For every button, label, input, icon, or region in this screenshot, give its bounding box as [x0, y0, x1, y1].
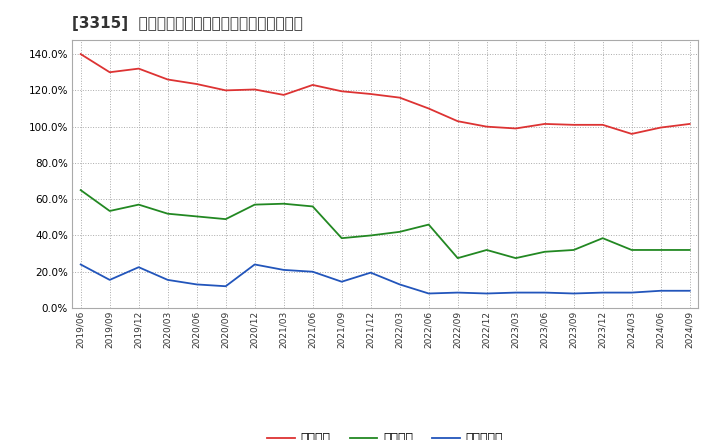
- 当座比率: [221, 216, 230, 222]
- 現預金比率: [366, 270, 375, 275]
- 現預金比率: [135, 264, 143, 270]
- 現預金比率: [338, 279, 346, 284]
- 流動比率: [454, 118, 462, 124]
- Line: 現預金比率: 現預金比率: [81, 264, 690, 293]
- 現預金比率: [657, 288, 665, 293]
- 当座比率: [308, 204, 317, 209]
- 当座比率: [627, 247, 636, 253]
- 現預金比率: [627, 290, 636, 295]
- 流動比率: [338, 88, 346, 94]
- 現預金比率: [251, 262, 259, 267]
- 現預金比率: [482, 291, 491, 296]
- 現預金比率: [192, 282, 201, 287]
- 現預金比率: [570, 291, 578, 296]
- 流動比率: [366, 92, 375, 97]
- 流動比率: [163, 77, 172, 82]
- Line: 当座比率: 当座比率: [81, 190, 690, 258]
- 当座比率: [105, 208, 114, 213]
- Text: [3315]  流動比率、当座比率、現預金比率の推移: [3315] 流動比率、当座比率、現預金比率の推移: [72, 16, 303, 32]
- 現預金比率: [76, 262, 85, 267]
- 流動比率: [192, 81, 201, 87]
- 当座比率: [163, 211, 172, 216]
- 現預金比率: [221, 284, 230, 289]
- 現預金比率: [279, 267, 288, 272]
- 当座比率: [279, 201, 288, 206]
- 流動比率: [627, 131, 636, 136]
- 流動比率: [105, 70, 114, 75]
- 当座比率: [366, 233, 375, 238]
- 現預金比率: [395, 282, 404, 287]
- 当座比率: [482, 247, 491, 253]
- 流動比率: [598, 122, 607, 128]
- Legend: 流動比率, 当座比率, 現預金比率: 流動比率, 当座比率, 現預金比率: [262, 427, 508, 440]
- 当座比率: [598, 235, 607, 241]
- 現預金比率: [163, 277, 172, 282]
- 流動比率: [657, 125, 665, 130]
- 当座比率: [424, 222, 433, 227]
- 当座比率: [135, 202, 143, 207]
- 当座比率: [570, 247, 578, 253]
- 当座比率: [541, 249, 549, 254]
- 流動比率: [424, 106, 433, 111]
- 流動比率: [541, 121, 549, 127]
- 流動比率: [135, 66, 143, 71]
- 流動比率: [221, 88, 230, 93]
- 現預金比率: [685, 288, 694, 293]
- 流動比率: [308, 82, 317, 88]
- 当座比率: [454, 256, 462, 261]
- 流動比率: [251, 87, 259, 92]
- 流動比率: [685, 121, 694, 127]
- 流動比率: [76, 51, 85, 57]
- 当座比率: [685, 247, 694, 253]
- 現預金比率: [424, 291, 433, 296]
- 現預金比率: [511, 290, 520, 295]
- 当座比率: [511, 256, 520, 261]
- 当座比率: [192, 214, 201, 219]
- 現預金比率: [598, 290, 607, 295]
- 流動比率: [395, 95, 404, 100]
- 現預金比率: [454, 290, 462, 295]
- 流動比率: [482, 124, 491, 129]
- 流動比率: [511, 126, 520, 131]
- 現預金比率: [105, 277, 114, 282]
- 現預金比率: [541, 290, 549, 295]
- 当座比率: [251, 202, 259, 207]
- 現預金比率: [308, 269, 317, 275]
- 当座比率: [395, 229, 404, 235]
- 当座比率: [657, 247, 665, 253]
- 当座比率: [338, 235, 346, 241]
- 流動比率: [570, 122, 578, 128]
- Line: 流動比率: 流動比率: [81, 54, 690, 134]
- 当座比率: [76, 187, 85, 193]
- 流動比率: [279, 92, 288, 98]
